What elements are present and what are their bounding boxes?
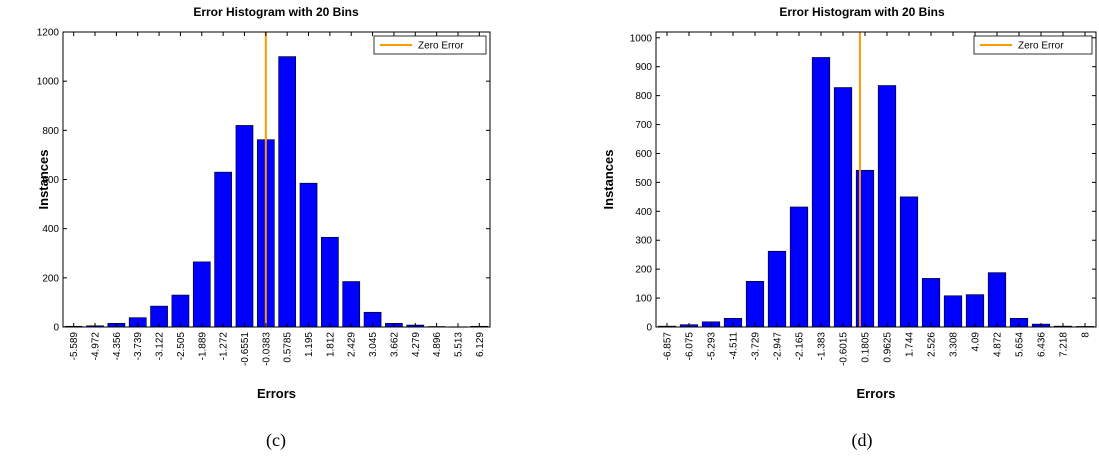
y-tick-label: 0: [646, 323, 652, 334]
x-axis-label: Errors: [257, 386, 296, 401]
x-tick-label: -3.739: [133, 332, 144, 361]
y-tick-label: 600: [42, 175, 59, 186]
figure-caption: (c): [266, 430, 286, 451]
y-tick-label: 0: [53, 323, 59, 334]
y-tick-label: 800: [42, 126, 59, 137]
legend-label: Zero Error: [1018, 41, 1064, 52]
histogram-bar: [235, 125, 254, 328]
x-tick-label: -4.511: [729, 332, 740, 360]
legend: Zero Error: [973, 35, 1093, 55]
y-axis-label: Instances: [601, 150, 616, 210]
x-tick-label: 5.513: [453, 332, 464, 357]
x-tick-label: 3.308: [949, 332, 960, 357]
x-tick-label: -3.122: [155, 332, 166, 361]
figure-caption: (d): [852, 430, 873, 451]
x-tick-label: -5.293: [707, 332, 718, 361]
x-tick-label: -2.165: [795, 332, 806, 361]
x-tick-label: -1.272: [219, 332, 230, 361]
histogram-bar: [855, 169, 875, 328]
x-tick-label: 4.09: [971, 332, 982, 352]
chart-panel-1: Error Histogram with 20 Bins 0 100 200 300 40…: [601, 5, 1097, 451]
x-tick-label: 1.812: [325, 332, 336, 357]
x-tick-label: -0.0383: [261, 332, 272, 366]
histogram-bar: [789, 206, 809, 328]
histogram-bar: [965, 294, 985, 328]
x-tick-label: -1.889: [197, 332, 208, 361]
histogram-bar: [192, 261, 211, 328]
histogram-bar: [811, 57, 831, 328]
y-tick-label: 400: [635, 207, 652, 218]
chart-title: Error Histogram with 20 Bins: [779, 5, 945, 19]
histogram-bar: [214, 171, 232, 328]
plot-area: [656, 32, 1096, 327]
x-tick-label: -0.6551: [240, 332, 251, 366]
axes-frame: [655, 31, 1097, 328]
histogram-bar: [833, 87, 853, 328]
x-tick-label: 1.195: [304, 332, 315, 357]
histogram-bar: [921, 278, 941, 328]
x-tick-label: 5.654: [1015, 332, 1026, 357]
y-tick-label: 300: [635, 236, 652, 247]
x-tick-label: 2.526: [927, 332, 938, 357]
y-tick-label: 600: [635, 149, 652, 160]
x-tick-label: 7.218: [1059, 332, 1070, 357]
histogram-bar: [899, 196, 919, 328]
histogram-bar: [745, 281, 765, 328]
x-tick-label: 0.9625: [883, 332, 894, 363]
histogram-bar: [877, 85, 897, 328]
x-axis-label: Errors: [856, 386, 895, 401]
x-tick-label: 3.662: [389, 332, 400, 357]
histogram-bar: [943, 295, 963, 328]
x-tick-label: -0.6015: [839, 332, 850, 366]
x-tick-label: -2.947: [773, 332, 784, 361]
histogram-bar: [342, 281, 361, 328]
legend-box: [973, 35, 1093, 55]
y-tick-label: 400: [42, 224, 59, 235]
x-tick-label: 2.429: [347, 332, 358, 357]
y-tick-label: 900: [635, 62, 652, 73]
x-tick-label: 0.5785: [283, 332, 294, 363]
histogram-bar: [767, 250, 787, 328]
x-tick-label: 6.436: [1037, 332, 1048, 357]
y-tick-label: 700: [635, 120, 652, 131]
x-tick-label: -2.505: [176, 332, 187, 361]
y-axis-label: Instances: [36, 150, 51, 210]
y-tick-label: 1000: [37, 77, 60, 88]
x-tick-label: 4.279: [411, 332, 422, 357]
legend: Zero Error: [373, 35, 487, 55]
y-tick-label: 200: [42, 273, 59, 284]
legend-label: Zero Error: [418, 41, 464, 52]
x-tick-label: -1.383: [817, 332, 828, 361]
legend-box: [373, 35, 487, 55]
x-tick-label: 6.129: [475, 332, 486, 357]
y-tick-label: 1200: [37, 28, 60, 39]
x-tick-label: 4.896: [432, 332, 443, 357]
x-tick-label: -6.857: [663, 332, 674, 361]
x-tick-label: -4.972: [91, 332, 102, 361]
histogram-bar: [171, 294, 190, 328]
x-tick-label: 1.744: [905, 332, 916, 357]
histogram-bar: [299, 182, 318, 328]
y-tick-label: 500: [635, 178, 652, 189]
chart-title: Error Histogram with 20 Bins: [193, 5, 359, 19]
x-tick-label: -4.356: [112, 332, 123, 361]
x-tick-label: 3.045: [368, 332, 379, 357]
histogram-bar: [987, 272, 1007, 328]
y-tick-label: 1000: [630, 33, 653, 44]
y-tick-label: 200: [635, 265, 652, 276]
histogram-bar: [321, 236, 339, 328]
chart-panel-0: Error Histogram with 20 Bins 0 200 400 600 80…: [36, 5, 491, 451]
x-tick-label: 0.1805: [861, 332, 872, 363]
x-tick-label: 8: [1081, 332, 1092, 338]
y-tick-label: 100: [635, 294, 652, 305]
histogram-bar: [278, 56, 297, 328]
x-tick-label: -3.729: [751, 332, 762, 361]
x-tick-label: -5.589: [69, 332, 80, 361]
plot-area: [63, 32, 490, 327]
x-tick-label: 4.872: [993, 332, 1004, 357]
x-tick-label: -6.075: [685, 332, 696, 361]
y-tick-label: 800: [635, 91, 652, 102]
